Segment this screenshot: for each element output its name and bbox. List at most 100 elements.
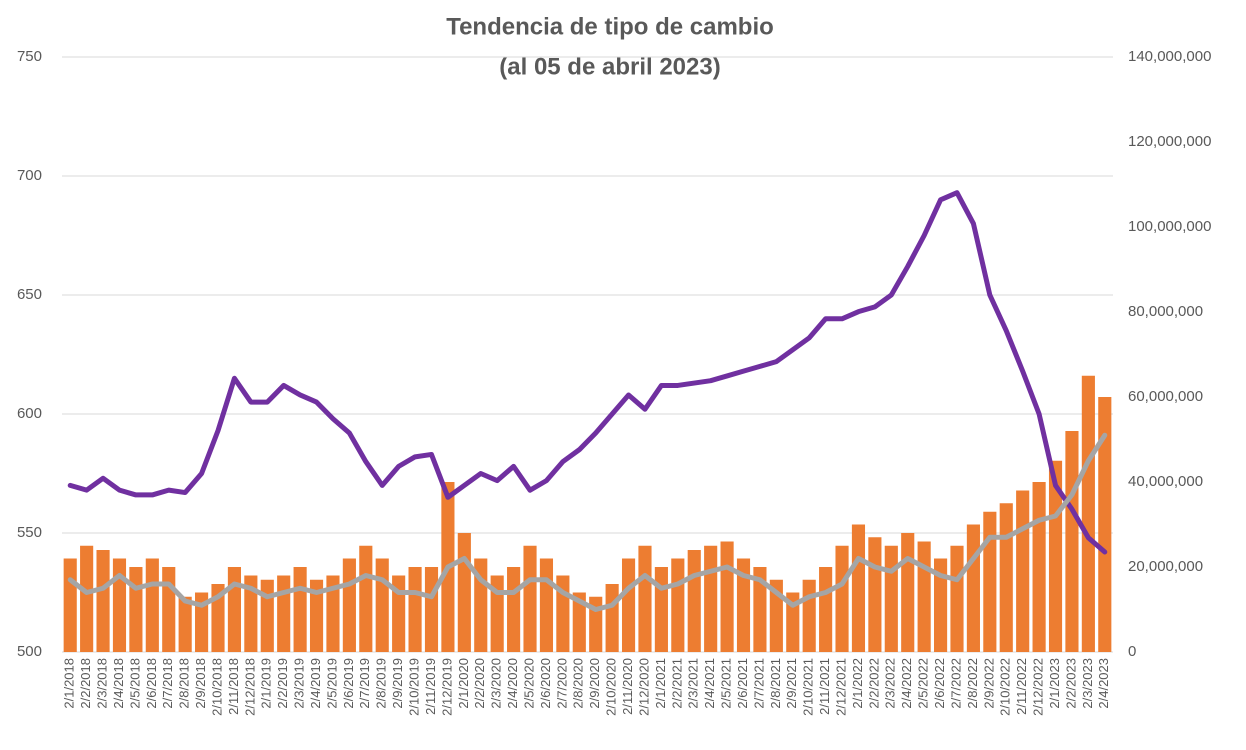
bar [736, 558, 751, 652]
bar [244, 575, 258, 652]
bar [227, 567, 241, 652]
x-tick-label: 2/2/2023 [1063, 658, 1078, 709]
bar [129, 567, 143, 652]
x-tick-label: 2/9/2022 [981, 658, 996, 709]
x-tick-label: 2/5/2022 [916, 658, 931, 709]
x-tick-label: 2/1/2019 [259, 658, 274, 709]
x-tick-label: 2/6/2020 [538, 658, 553, 709]
bar [63, 558, 77, 652]
bar [572, 592, 586, 652]
x-tick-label: 2/12/2019 [439, 658, 454, 716]
x-tick-label: 2/8/2021 [768, 658, 783, 709]
y2-tick-label: 20,000,000 [1128, 558, 1203, 575]
bar [884, 545, 898, 652]
bar [112, 558, 127, 652]
x-tick-label: 2/10/2020 [604, 658, 619, 716]
x-tick-label: 2/8/2022 [965, 658, 980, 709]
bar [293, 567, 307, 652]
x-tick-label: 2/6/2022 [932, 658, 947, 709]
x-tick-label: 2/2/2019 [275, 658, 290, 709]
x-tick-label: 2/11/2019 [423, 658, 438, 715]
x-tick-label: 2/11/2021 [817, 658, 832, 715]
x-tick-label: 2/10/2021 [801, 658, 816, 716]
x-tick-label: 2/7/2020 [554, 658, 569, 709]
bar [195, 592, 209, 652]
y2-tick-label: 120,000,000 [1128, 133, 1211, 150]
y-tick-label: 550 [17, 524, 42, 541]
x-tick-label: 2/4/2018 [111, 658, 126, 709]
y2-tick-label: 40,000,000 [1128, 473, 1203, 490]
bar [966, 524, 980, 652]
bar [819, 567, 833, 652]
y-tick-label: 500 [17, 643, 42, 660]
x-tick-label: 2/7/2022 [948, 658, 963, 709]
x-tick-label: 2/6/2018 [144, 658, 159, 709]
x-tick-label: 2/7/2019 [357, 658, 372, 709]
bar [1016, 490, 1030, 652]
bar [1081, 375, 1095, 652]
line [67, 190, 1108, 555]
bar [145, 558, 159, 652]
line [67, 432, 1108, 612]
bar [621, 558, 636, 652]
bar [950, 545, 964, 652]
bar [999, 503, 1013, 652]
x-tick-label: 2/4/2020 [505, 658, 520, 709]
x-tick-label: 2/3/2018 [94, 658, 109, 709]
chart-subtitle: (al 05 de abril 2023) [499, 53, 720, 80]
x-tick-label: 2/2/2021 [669, 658, 684, 709]
bar [638, 545, 652, 652]
y2-tick-label: 140,000,000 [1128, 48, 1211, 65]
x-tick-label: 2/8/2020 [571, 658, 586, 709]
x-tick-label: 2/1/2020 [456, 658, 471, 709]
chart-title: Tendencia de tipo de cambio [446, 13, 774, 40]
x-tick-label: 2/2/2020 [472, 658, 487, 709]
bar [457, 533, 471, 652]
bar [277, 575, 291, 652]
x-tick-label: 2/2/2018 [78, 658, 93, 709]
bar [851, 524, 866, 652]
bar [654, 567, 668, 652]
x-tick-label: 2/7/2018 [160, 658, 175, 709]
y-tick-label: 650 [17, 286, 42, 303]
x-tick-label: 2/5/2019 [324, 658, 339, 709]
bar [835, 545, 849, 652]
x-tick-label: 2/3/2021 [686, 658, 701, 709]
x-tick-label: 2/7/2021 [751, 658, 766, 709]
x-tick-label: 2/4/2021 [702, 658, 717, 709]
x-tick-label: 2/10/2022 [998, 658, 1013, 716]
x-tick-label: 2/9/2019 [390, 658, 405, 709]
bar [260, 579, 274, 652]
x-tick-label: 2/1/2021 [653, 658, 668, 709]
y2-tick-label: 80,000,000 [1128, 303, 1203, 320]
x-tick-label: 2/11/2022 [1014, 658, 1029, 715]
bar [868, 537, 882, 652]
x-tick-label: 2/3/2019 [292, 658, 307, 709]
bar [901, 533, 915, 652]
bar [96, 550, 110, 652]
bar [1098, 397, 1112, 652]
bar [704, 545, 718, 652]
bar [408, 567, 422, 652]
x-tick-label: 2/3/2023 [1080, 658, 1095, 709]
x-tick-label: 2/8/2019 [374, 658, 389, 709]
x-tick-label: 2/5/2018 [127, 658, 142, 709]
x-tick-label: 2/11/2018 [226, 658, 241, 715]
bar [178, 596, 192, 652]
x-tick-label: 2/3/2022 [883, 658, 898, 709]
bar [605, 584, 619, 652]
bar [802, 579, 816, 652]
x-tick-label: 2/12/2018 [242, 658, 257, 716]
x-tick-label: 2/9/2021 [784, 658, 799, 709]
bar [1032, 482, 1046, 652]
bar [309, 579, 324, 652]
bar [983, 511, 997, 652]
x-tick-label: 2/12/2022 [1031, 658, 1046, 716]
bar [342, 558, 356, 652]
x-tick-label: 2/5/2020 [521, 658, 536, 709]
bar [1065, 431, 1079, 652]
y-tick-label: 600 [17, 405, 42, 422]
x-tick-label: 2/12/2021 [833, 658, 848, 716]
y2-tick-label: 0 [1128, 643, 1136, 660]
bar [359, 545, 373, 652]
